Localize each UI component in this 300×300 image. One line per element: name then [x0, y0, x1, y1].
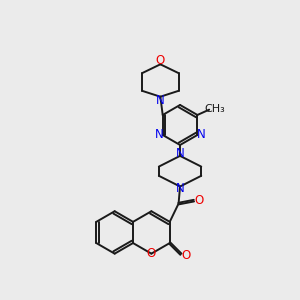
Text: O: O [156, 54, 165, 67]
Text: N: N [154, 128, 163, 142]
Text: CH₃: CH₃ [205, 104, 225, 114]
Text: O: O [147, 247, 156, 260]
Text: N: N [176, 182, 184, 195]
Text: O: O [181, 249, 190, 262]
Text: N: N [197, 128, 206, 142]
Text: N: N [156, 94, 165, 107]
Text: O: O [194, 194, 203, 207]
Text: N: N [176, 147, 184, 160]
